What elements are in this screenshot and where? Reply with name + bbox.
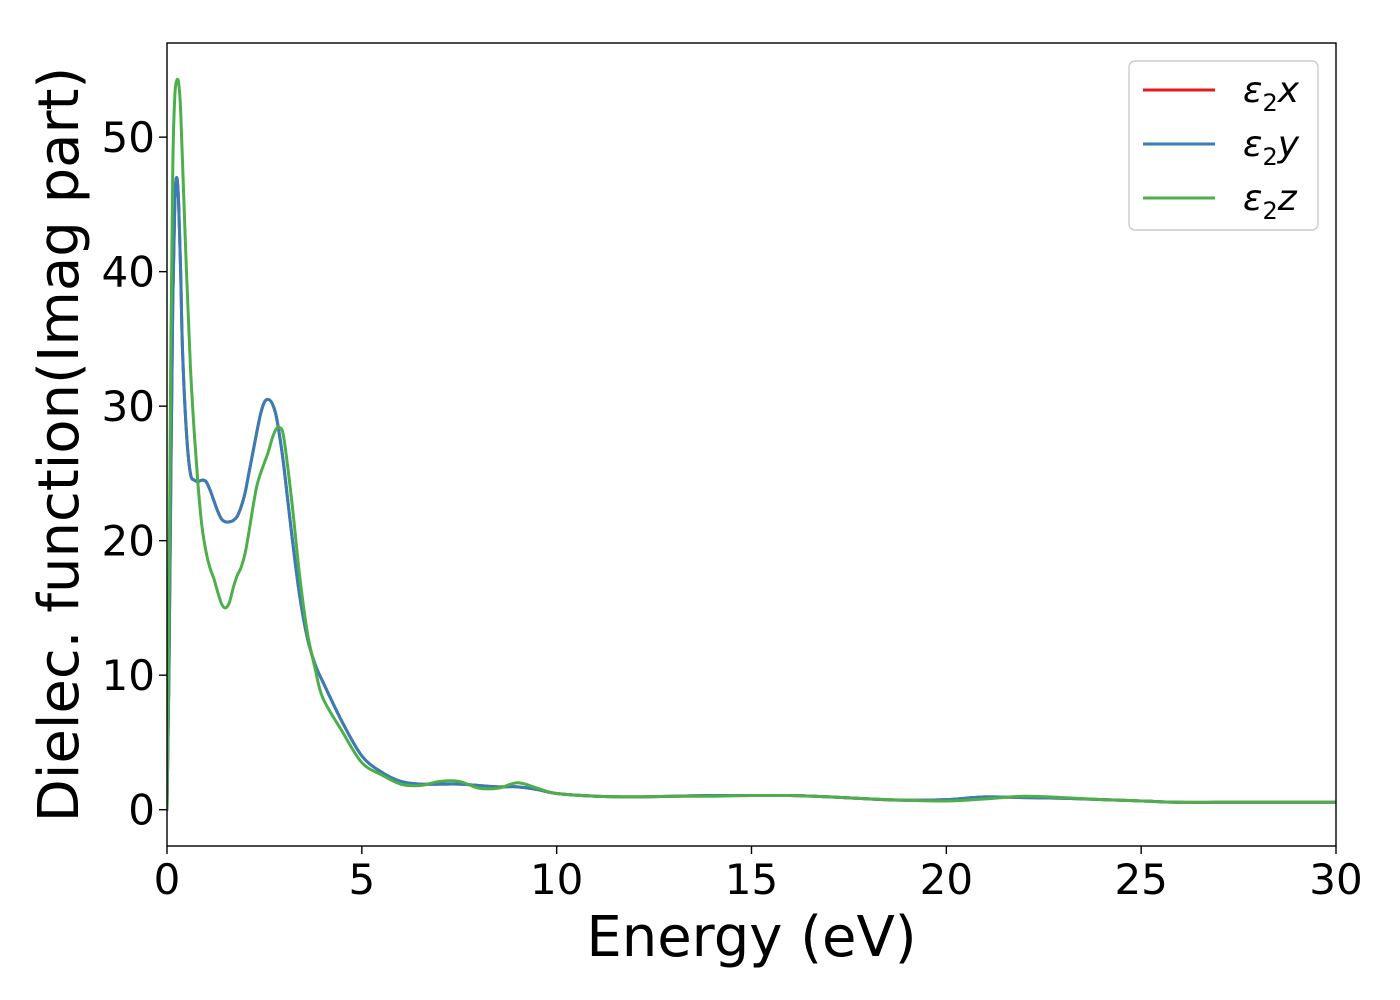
y-tick-label: 10 — [102, 651, 155, 700]
x-tick-label: 5 — [348, 855, 375, 904]
y-tick-label: 0 — [128, 786, 155, 835]
series-layer — [167, 77, 1336, 812]
legend-label-x: ε2x — [1243, 70, 1300, 117]
x-tick-label: 20 — [920, 855, 973, 904]
y-tick-label: 50 — [102, 113, 155, 162]
x-tick-label: 0 — [154, 855, 181, 904]
y-tick-label: 40 — [102, 248, 155, 297]
y-tick-label: 30 — [102, 382, 155, 431]
legend: ε2x ε2y ε2z — [1128, 60, 1319, 231]
series-line-z — [167, 77, 1336, 812]
y-axis-ticks: 0 10 20 30 40 50 — [102, 113, 167, 835]
y-tick-label: 20 — [102, 517, 155, 566]
x-axis-ticks: 0 5 10 15 20 25 30 — [154, 846, 1363, 904]
y-axis-title: Dielec. function(Imag part) — [27, 67, 92, 823]
legend-label-z: ε2z — [1243, 178, 1298, 225]
legend-box — [1128, 60, 1319, 231]
x-axis-title: Energy (eV) — [586, 905, 916, 970]
x-tick-label: 15 — [725, 855, 778, 904]
x-tick-label: 30 — [1309, 855, 1362, 904]
x-tick-label: 25 — [1114, 855, 1167, 904]
legend-label-y: ε2y — [1243, 124, 1300, 171]
x-tick-label: 10 — [530, 855, 583, 904]
